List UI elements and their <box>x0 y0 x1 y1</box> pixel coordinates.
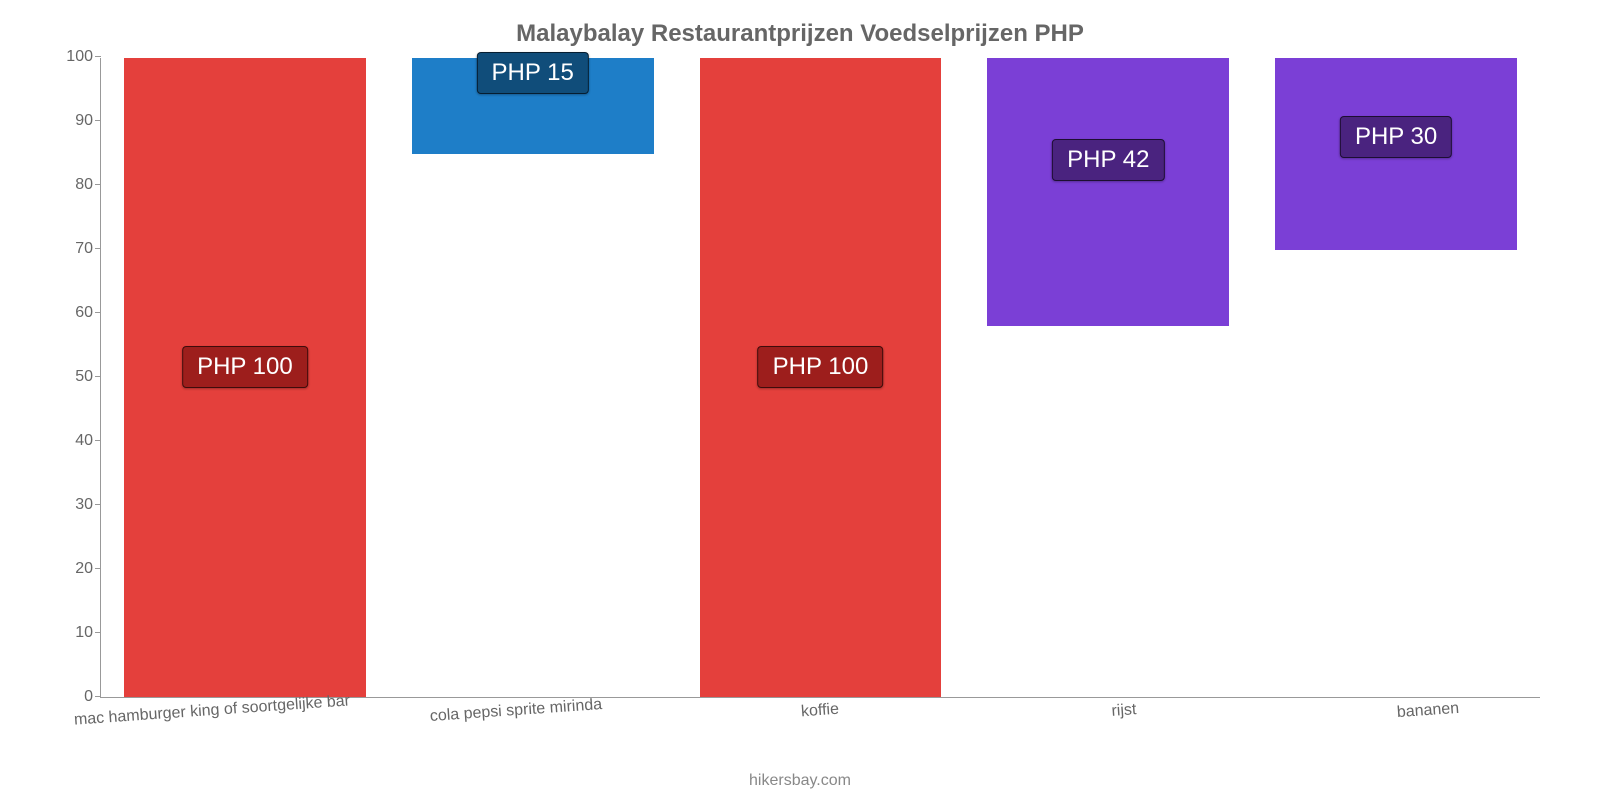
bar-slot: PHP 100 <box>677 58 965 697</box>
bar-slot: PHP 30 <box>1252 58 1540 697</box>
credit-text: hikersbay.com <box>0 772 1600 790</box>
bar-value-label: PHP 100 <box>758 346 884 388</box>
chart-plot-area: 0102030405060708090100 PHP 100PHP 15PHP … <box>100 58 1540 698</box>
y-tick-label: 80 <box>51 176 93 194</box>
bar-slot: PHP 42 <box>964 58 1252 697</box>
bar: PHP 30 <box>1275 58 1517 250</box>
bars-group: PHP 100 PHP 15 PHP 100 PHP 42 PHP 30 <box>101 58 1540 697</box>
bar-slot: PHP 100 <box>101 58 389 697</box>
bar-value-label: PHP 30 <box>1340 116 1452 158</box>
y-tick-label: 90 <box>51 112 93 130</box>
bar: PHP 100 <box>124 58 366 697</box>
bar: PHP 42 <box>987 58 1229 326</box>
y-tick-mark <box>95 56 101 57</box>
y-tick-label: 40 <box>51 432 93 450</box>
y-tick-label: 60 <box>51 304 93 322</box>
bar-value-label: PHP 100 <box>182 346 308 388</box>
bar: PHP 100 <box>700 58 942 697</box>
bar-value-label: PHP 15 <box>477 52 589 94</box>
y-tick-label: 50 <box>51 368 93 386</box>
bar-slot: PHP 15 <box>389 58 677 697</box>
bar: PHP 15 <box>412 58 654 154</box>
y-tick-label: 20 <box>51 560 93 578</box>
x-axis-labels: mac hamburger king of soortgelijke barco… <box>60 702 1580 720</box>
y-tick-label: 30 <box>51 496 93 514</box>
chart-title: Malaybalay Restaurantprijzen Voedselprij… <box>40 20 1560 48</box>
y-tick-label: 100 <box>51 48 93 66</box>
chart-axes: 0102030405060708090100 PHP 100PHP 15PHP … <box>100 58 1540 698</box>
y-tick-label: 70 <box>51 240 93 258</box>
y-tick-label: 10 <box>51 624 93 642</box>
chart-container: Malaybalay Restaurantprijzen Voedselprij… <box>0 0 1600 800</box>
bar-value-label: PHP 42 <box>1052 139 1164 181</box>
